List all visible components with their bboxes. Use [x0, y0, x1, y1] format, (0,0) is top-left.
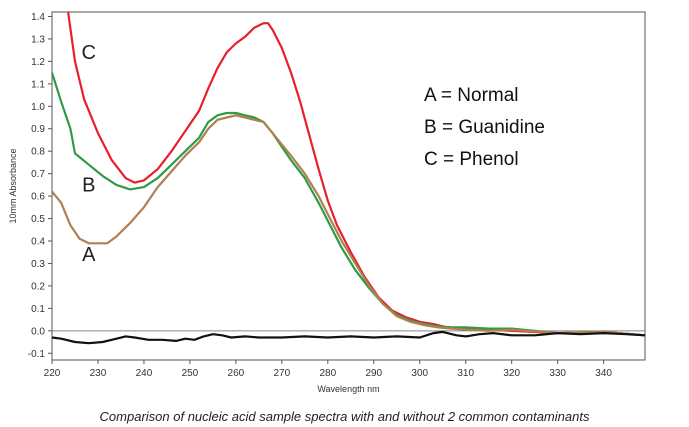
plot-frame [51, 11, 646, 361]
x-tick-label: 330 [549, 368, 566, 379]
x-tick-label: 250 [182, 368, 199, 379]
y-axis-ticks: -0.1 0.0 0.1 0.2 0.3 0.4 0.5 0.6 0.7 0.8 0.9 1.0 1.1… [28, 12, 52, 360]
y-tick-label: 1.4 [31, 12, 45, 23]
x-tick-label: 270 [274, 368, 291, 379]
x-tick-label: 220 [44, 368, 61, 379]
y-tick-label: 0.0 [31, 326, 45, 337]
x-tick-label: 310 [457, 368, 474, 379]
y-tick-label: 1.0 [31, 102, 45, 113]
x-tick-label: 300 [411, 368, 428, 379]
legend-entry-b: B = Guanidine [424, 117, 545, 138]
x-tick-label: 230 [90, 368, 107, 379]
y-tick-label: 1.1 [31, 79, 45, 90]
series-line-3 [52, 330, 645, 345]
curve-label-a: A [82, 244, 96, 266]
y-tick-label: 0.5 [31, 214, 45, 225]
y-tick-label: -0.1 [28, 349, 46, 360]
curve-labels: C B A [82, 42, 97, 266]
x-axis-ticks: 220 230 240 250 260 270 280 290 300 310 320 330 340 [44, 360, 612, 379]
y-tick-label: 0.9 [31, 124, 45, 135]
x-tick-label: 320 [503, 368, 520, 379]
x-tick-label: 260 [228, 368, 245, 379]
x-axis-label: Wavelength nm [317, 384, 379, 394]
y-tick-label: 0.2 [31, 281, 45, 292]
curve-label-c: C [82, 42, 96, 64]
series-b-line [52, 72, 645, 337]
y-tick-label: 0.3 [31, 259, 45, 270]
series-a-line [52, 114, 645, 337]
x-tick-label: 340 [595, 368, 612, 379]
y-tick-label: 0.8 [31, 147, 45, 158]
y-tick-label: 0.7 [31, 169, 45, 180]
y-tick-label: 0.1 [31, 304, 45, 315]
chart-caption: Comparison of nucleic acid sample spectr… [99, 409, 590, 424]
x-tick-label: 240 [136, 368, 153, 379]
y-tick-label: 0.6 [31, 192, 45, 203]
legend: A = Normal B = Guanidine C = Phenol [424, 85, 545, 170]
y-tick-label: 0.4 [31, 237, 45, 248]
y-axis-label: 10mm Absorbance [8, 148, 18, 223]
legend-entry-a: A = Normal [424, 85, 519, 106]
x-tick-label: 290 [365, 368, 382, 379]
plot-area [51, 11, 646, 361]
curve-label-b: B [82, 175, 95, 197]
legend-entry-c: C = Phenol [424, 149, 519, 170]
x-tick-label: 280 [319, 368, 336, 379]
spectra-chart: 220 230 240 250 260 270 280 290 300 310 320 330 340 … [8, 11, 646, 394]
y-tick-label: 1.3 [31, 34, 45, 45]
series-c-line [67, 12, 645, 337]
y-tick-label: 1.2 [31, 57, 45, 68]
